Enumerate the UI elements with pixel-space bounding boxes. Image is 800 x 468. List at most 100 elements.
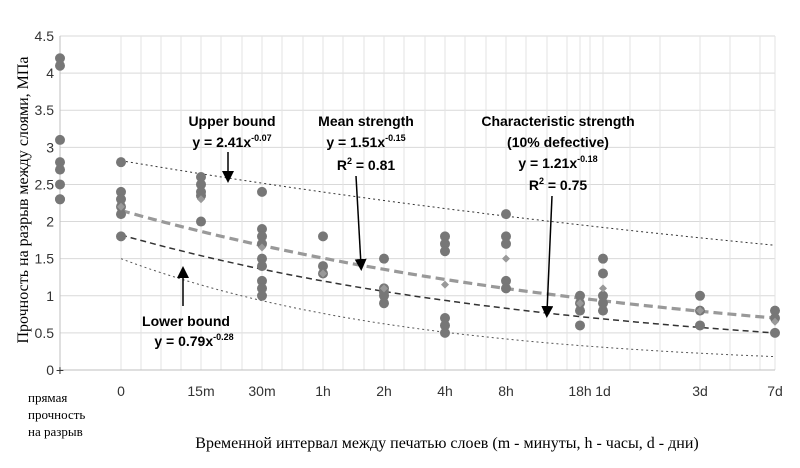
point-direct-4 bbox=[55, 164, 65, 175]
mean-point-8h bbox=[502, 254, 510, 263]
mean-point-0 bbox=[117, 202, 125, 211]
annotation-mean-r2: R2 = 0.81 bbox=[337, 156, 396, 173]
x-tick-label-direct-line3: на разрыв bbox=[28, 424, 83, 439]
mean-point-30m bbox=[258, 243, 266, 252]
point-8h-0 bbox=[501, 209, 511, 220]
point-0-5 bbox=[116, 231, 126, 242]
grid bbox=[59, 35, 776, 371]
point-4h-2 bbox=[440, 246, 450, 257]
x-axis-title: Временной интервал между печатью слоев (… bbox=[195, 435, 698, 452]
point-2h-3 bbox=[379, 290, 389, 301]
annotation-upper-title: Upper bound bbox=[188, 113, 275, 129]
y-tick-label-4: 2 bbox=[46, 214, 54, 230]
annotation-mean-eq-base: y = 1.51x bbox=[326, 134, 385, 150]
trendline-characteristic bbox=[120, 234, 776, 334]
arrow-mean-strength bbox=[354, 175, 367, 271]
annotation-characteristic-strength: Characteristic strength (10% defective) … bbox=[481, 113, 634, 193]
y-tick-label-6: 3 bbox=[46, 139, 54, 155]
point-1h-1 bbox=[318, 261, 328, 272]
y-tick-label-7: 3.5 bbox=[35, 102, 55, 118]
annotation-mean-r2-label: R bbox=[337, 157, 347, 173]
annotation-lower-eq-exp: -0.28 bbox=[213, 332, 234, 342]
trendline-mean bbox=[120, 208, 776, 320]
point-30m-1 bbox=[257, 223, 267, 234]
point-8h-4 bbox=[501, 283, 511, 294]
point-30m-8 bbox=[257, 290, 267, 301]
point-15m-0 bbox=[196, 172, 206, 183]
annotation-lower-title: Lower bound bbox=[142, 313, 230, 329]
annotation-upper-bound: Upper bound y = 2.41x-0.07 bbox=[188, 113, 275, 150]
point-7d-2 bbox=[770, 327, 780, 338]
x-tick-mark-direct: + bbox=[56, 362, 64, 378]
annotation-char-eq-exp: -0.18 bbox=[577, 154, 598, 164]
y-tick-labels: 0 0.5 1 1.5 2 2.5 3 3.5 4 4.5 bbox=[35, 28, 55, 378]
arrow-characteristic-strength bbox=[541, 195, 554, 318]
point-direct-3 bbox=[55, 157, 65, 168]
point-30m-2 bbox=[257, 231, 267, 242]
annotation-lower-eq-base: y = 0.79x bbox=[154, 333, 213, 349]
x-tick-labels: +0 15m 30m 1h 2h 4h 8h 18h 1d 3d 7d bbox=[56, 362, 783, 399]
point-0-4 bbox=[116, 209, 126, 220]
point-18h-0 bbox=[575, 290, 585, 301]
annotation-char-equation: y = 1.21x-0.18 bbox=[518, 154, 597, 171]
x-tick-label-30m: 30m bbox=[248, 383, 275, 399]
y-tick-label-1: 0.5 bbox=[35, 325, 55, 341]
annotation-upper-eq-base: y = 2.41x bbox=[192, 134, 251, 150]
annotation-mean-equation: y = 1.51x-0.15 bbox=[326, 133, 405, 150]
mean-point-3d bbox=[696, 306, 704, 315]
point-0-0 bbox=[116, 157, 126, 168]
point-4h-3 bbox=[440, 313, 450, 324]
point-1d-1 bbox=[598, 268, 608, 279]
point-4h-0 bbox=[440, 231, 450, 242]
x-tick-label-1h: 1h bbox=[315, 383, 331, 399]
x-tick-label-4h: 4h bbox=[437, 383, 453, 399]
point-direct-0 bbox=[55, 53, 65, 64]
annotation-char-subtitle: (10% defective) bbox=[507, 134, 609, 150]
point-4h-5 bbox=[440, 327, 450, 338]
data-points bbox=[55, 53, 780, 338]
point-2h-4 bbox=[379, 298, 389, 309]
annotation-lower-bound: Lower bound y = 0.79x-0.28 bbox=[142, 313, 234, 349]
mean-point-2h bbox=[380, 284, 388, 293]
point-direct-5 bbox=[55, 179, 65, 190]
y-tick-label-9: 4.5 bbox=[35, 28, 55, 44]
x-tick-label-8h: 8h bbox=[498, 383, 514, 399]
y-tick-label-8: 4 bbox=[46, 65, 54, 81]
x-tick-label-2h: 2h bbox=[376, 383, 392, 399]
mean-point-4h bbox=[441, 280, 449, 289]
mean-point-1h bbox=[319, 269, 327, 278]
point-1d-2 bbox=[598, 290, 608, 301]
point-30m-6 bbox=[257, 275, 267, 286]
point-30m-7 bbox=[257, 283, 267, 294]
point-30m-4 bbox=[257, 253, 267, 264]
point-direct-7 bbox=[55, 194, 65, 205]
y-tick-label-3: 1.5 bbox=[35, 251, 55, 267]
annotation-char-title: Characteristic strength bbox=[481, 113, 634, 129]
point-1d-0 bbox=[598, 253, 608, 264]
point-direct-2 bbox=[55, 134, 65, 145]
point-7d-0 bbox=[770, 305, 780, 316]
x-tick-label-15m: 15m bbox=[187, 383, 214, 399]
point-15m-1 bbox=[196, 179, 206, 190]
annotation-mean-r2-value: = 0.81 bbox=[352, 157, 395, 173]
y-tick-label-2: 1 bbox=[46, 288, 54, 304]
point-18h-3 bbox=[575, 320, 585, 331]
annotation-char-eq-base: y = 1.21x bbox=[518, 155, 577, 171]
point-8h-2 bbox=[501, 238, 511, 249]
point-15m-4 bbox=[196, 216, 206, 227]
point-direct-1 bbox=[55, 60, 65, 71]
x-tick-label-7d: 7d bbox=[767, 383, 783, 399]
x-tick-label-direct-line1: прямая bbox=[28, 390, 67, 405]
point-4h-1 bbox=[440, 238, 450, 249]
point-1h-0 bbox=[318, 231, 328, 242]
annotation-mean-eq-exp: -0.15 bbox=[385, 133, 406, 143]
y-tick-label-0: 0 bbox=[46, 362, 54, 378]
mean-point-1d bbox=[599, 284, 607, 293]
mean-point-18h bbox=[576, 299, 584, 308]
x-tick-label-direct-line2: прочность bbox=[28, 407, 85, 422]
point-0-1 bbox=[116, 186, 126, 197]
mean-point-15m bbox=[197, 195, 205, 204]
x-tick-label-3d: 3d bbox=[692, 383, 708, 399]
point-1d-3 bbox=[598, 298, 608, 309]
